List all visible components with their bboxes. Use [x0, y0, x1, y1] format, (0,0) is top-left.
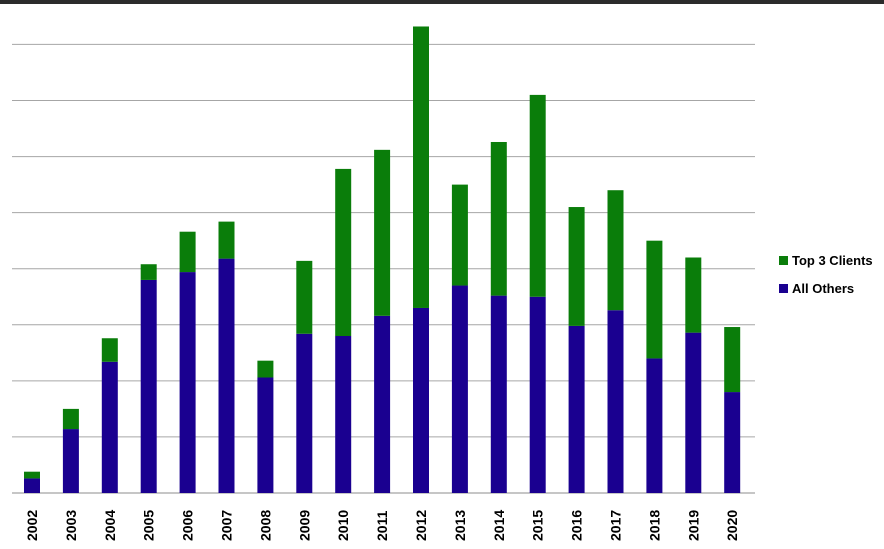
x-tick-label: 2015 — [530, 510, 546, 541]
x-tick-label: 2007 — [219, 510, 235, 541]
bar-all-others-2009 — [296, 333, 313, 493]
bar-top-3-clients-2018 — [646, 240, 663, 359]
legend-swatch-all-others — [779, 284, 788, 293]
bar-top-3-clients-2015 — [529, 94, 546, 297]
bar-top-3-clients-2017 — [607, 190, 624, 311]
bar-all-others-2020 — [724, 392, 741, 493]
bar-top-3-clients-2008 — [257, 360, 274, 378]
legend-label-top-3-clients: Top 3 Clients — [792, 253, 873, 268]
bar-top-3-clients-2010 — [335, 168, 352, 336]
x-tick-labels: 2002 2003 2004 2005 2006 2007 2008 2009 2010 2011… — [24, 510, 740, 541]
bar-top-3-clients-2005 — [140, 264, 157, 280]
bar-all-others-2014 — [490, 295, 507, 493]
x-tick-label: 2002 — [24, 510, 40, 541]
bar-all-others-2012 — [413, 307, 429, 493]
bar-all-others-2010 — [335, 336, 352, 493]
bars — [24, 26, 741, 493]
top-border — [0, 0, 884, 4]
x-tick-label: 2009 — [296, 510, 312, 541]
x-tick-label: 2019 — [685, 510, 701, 541]
x-tick-label: 2013 — [452, 510, 468, 541]
bar-all-others-2005 — [140, 279, 157, 493]
bar-all-others-2011 — [374, 315, 391, 493]
bar-top-3-clients-2013 — [451, 184, 468, 286]
bar-top-3-clients-2012 — [413, 26, 429, 308]
bar-all-others-2003 — [62, 429, 79, 493]
bar-top-3-clients-2002 — [24, 471, 40, 479]
bar-all-others-2019 — [685, 332, 702, 493]
x-tick-label: 2006 — [180, 510, 196, 541]
bar-all-others-2016 — [568, 325, 585, 493]
bar-top-3-clients-2019 — [685, 257, 702, 333]
bar-all-others-2013 — [451, 285, 468, 493]
bar-top-3-clients-2011 — [374, 149, 391, 316]
bar-top-3-clients-2016 — [568, 207, 585, 326]
legend-label-all-others: All Others — [792, 281, 854, 296]
bar-all-others-2015 — [529, 296, 546, 493]
bar-all-others-2018 — [646, 358, 663, 493]
x-tick-label: 2008 — [257, 510, 273, 541]
x-tick-label: 2012 — [413, 510, 429, 541]
bar-all-others-2007 — [218, 258, 235, 493]
x-tick-label: 2011 — [374, 510, 390, 541]
bar-all-others-2008 — [257, 377, 274, 493]
x-tick-label: 2005 — [141, 510, 157, 541]
x-tick-label: 2018 — [646, 510, 662, 541]
bar-top-3-clients-2006 — [179, 231, 196, 273]
legend: Top 3 Clients All Others — [779, 253, 873, 296]
bar-top-3-clients-2003 — [62, 408, 79, 430]
gridlines — [12, 43, 755, 494]
x-tick-label: 2020 — [724, 510, 740, 541]
bar-all-others-2004 — [101, 361, 118, 493]
x-tick-label: 2010 — [335, 510, 351, 541]
x-tick-label: 2003 — [63, 510, 79, 541]
bar-top-3-clients-2020 — [724, 327, 741, 393]
bar-all-others-2002 — [24, 478, 40, 493]
bar-top-3-clients-2007 — [218, 221, 235, 259]
bar-all-others-2006 — [179, 272, 196, 493]
legend-swatch-top-3-clients — [779, 256, 788, 265]
x-tick-label: 2016 — [569, 510, 585, 541]
bar-all-others-2017 — [607, 310, 624, 493]
bar-top-3-clients-2009 — [296, 260, 313, 334]
x-tick-label: 2014 — [491, 510, 507, 541]
bar-top-3-clients-2014 — [490, 141, 507, 296]
x-tick-label: 2017 — [608, 510, 624, 541]
bar-top-3-clients-2004 — [101, 338, 118, 362]
x-tick-label: 2004 — [102, 510, 118, 541]
